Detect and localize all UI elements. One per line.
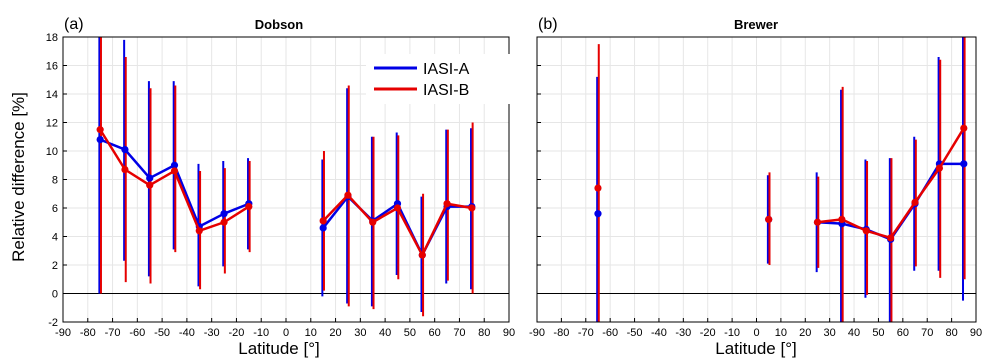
x-tick-label: 70 <box>453 327 465 339</box>
panel-b: (b) Brewer Latitude [°] -90 -80 -70 -60 -50-… <box>529 16 982 358</box>
x-tick-label: -60 <box>602 327 618 339</box>
data-point-iasi-b <box>220 218 228 226</box>
data-point-iasi-a <box>220 210 228 218</box>
x-tick-label: -20 <box>700 327 716 339</box>
x-tick-label: -10 <box>724 327 740 339</box>
plot-area-a: -90 -80 -70 -60 -50 -40 -30 -20 -10 0 10 20 30 40 50 60… <box>46 32 515 339</box>
x-tick-label: -80 <box>553 327 569 339</box>
x-tick-label: 0 <box>753 327 759 339</box>
plot-area-b: -90 -80 -70 -60 -50 -40 -30 -20 -10 0 10 20 30 40 50 60… <box>529 36 982 339</box>
data-point-iasi-a <box>121 145 129 154</box>
x-tick-label: 70 <box>921 327 933 339</box>
x-tick-label: 20 <box>329 327 341 339</box>
x-tick-label: -90 <box>55 327 71 339</box>
data-point-iasi-b <box>960 124 968 132</box>
y-tick-label: 12 <box>46 118 58 130</box>
legend-entry-iasi-a: IASI-A <box>423 61 470 78</box>
panel-a-label: (a) <box>64 16 84 33</box>
data-point-iasi-a <box>319 224 327 232</box>
data-point-iasi-a <box>146 174 154 182</box>
x-tick-label: -60 <box>129 327 145 339</box>
data-point-iasi-b <box>245 202 253 211</box>
data-point-iasi-b <box>838 215 846 223</box>
panel-b-xlabel: Latitude [°] <box>715 339 796 358</box>
data-point-iasi-a <box>960 160 968 168</box>
data-point-iasi-b <box>935 164 944 172</box>
data-point-iasi-b <box>813 218 822 226</box>
x-tick-label: 80 <box>478 327 490 339</box>
x-tick-label: -90 <box>529 327 545 339</box>
y-tick-label: -2 <box>48 317 58 329</box>
panel-a-title: Dobson <box>255 17 303 32</box>
x-tick-label: 30 <box>354 327 366 339</box>
data-point-iasi-b <box>393 204 402 212</box>
x-tick-label: -30 <box>204 327 220 339</box>
x-tick-label: 90 <box>503 327 515 339</box>
legend-box <box>366 54 512 104</box>
x-tick-label: 50 <box>404 327 416 339</box>
panel-b-title: Brewer <box>734 17 778 32</box>
y-tick-label: 14 <box>46 89 58 101</box>
y-tick-label: 2 <box>52 260 58 272</box>
y-tick-label: 6 <box>52 203 58 215</box>
data-point-iasi-b <box>319 217 327 225</box>
y-tick-label: 8 <box>52 175 58 187</box>
x-tick-label: -70 <box>578 327 594 339</box>
x-tick-label: -40 <box>651 327 667 339</box>
data-point-iasi-a <box>170 161 179 169</box>
x-tick-label: 50 <box>872 327 884 339</box>
x-tick-label: 30 <box>824 327 836 339</box>
x-tick-label: -50 <box>627 327 643 339</box>
data-point-iasi-b <box>443 200 451 208</box>
data-point-iasi-b <box>195 227 203 235</box>
panel-b-label: (b) <box>538 16 558 33</box>
y-tick-label: 0 <box>52 289 58 301</box>
x-tick-label: -40 <box>179 327 195 339</box>
data-point-iasi-b <box>594 184 602 192</box>
data-point-iasi-b <box>418 251 426 259</box>
legend: IASI-A IASI-B <box>366 54 512 104</box>
data-point-iasi-b <box>468 204 476 212</box>
y-tick-label: 16 <box>46 61 58 73</box>
data-point-iasi-b <box>765 215 773 223</box>
data-point-iasi-a <box>96 136 104 144</box>
x-tick-label: 10 <box>775 327 787 339</box>
x-tick-label: 0 <box>283 327 289 339</box>
x-tick-label: 60 <box>429 327 441 339</box>
data-point-iasi-b <box>887 234 895 242</box>
y-tick-label: 4 <box>52 232 58 244</box>
x-tick-label: -80 <box>80 327 96 339</box>
x-tick-label: -10 <box>253 327 269 339</box>
data-point-iasi-a <box>594 210 602 218</box>
y-axis-label: Relative difference [%] <box>9 92 28 262</box>
panel-a-xlabel: Latitude [°] <box>238 339 319 358</box>
x-tick-label: -20 <box>228 327 244 339</box>
y-tick-label: 10 <box>46 146 58 158</box>
data-point-iasi-b <box>344 191 352 199</box>
panel-a: (a) Dobson Latitude [°] -90 -80 -70 -60 -50-… <box>46 16 515 358</box>
x-tick-label: -70 <box>105 327 121 339</box>
y-tick-label: 18 <box>46 32 58 44</box>
x-tick-label: 10 <box>305 327 317 339</box>
data-point-iasi-b <box>146 181 154 189</box>
x-tick-label: 40 <box>379 327 391 339</box>
data-point-iasi-b <box>862 227 870 235</box>
x-tick-label: 20 <box>799 327 811 339</box>
x-tick-label: -30 <box>675 327 691 339</box>
data-point-iasi-b <box>96 126 104 134</box>
data-point-iasi-b <box>121 165 129 174</box>
data-point-iasi-b <box>170 167 179 175</box>
x-tick-label: 60 <box>897 327 909 339</box>
x-tick-label: -50 <box>154 327 170 339</box>
x-tick-label: 40 <box>848 327 860 339</box>
data-point-iasi-b <box>911 198 919 206</box>
x-tick-label: 80 <box>945 327 957 339</box>
legend-entry-iasi-b: IASI-B <box>423 82 469 99</box>
data-point-iasi-b <box>369 218 377 226</box>
x-tick-label: 90 <box>970 327 982 339</box>
